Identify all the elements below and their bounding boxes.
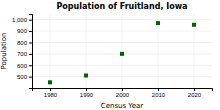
tick-label: 500 — [17, 74, 28, 80]
tick: 900 — [17, 28, 32, 34]
tick-mark — [29, 31, 32, 32]
x-axis: 1980 1990 2000 2010 2020 — [33, 88, 213, 98]
tick-label: 600 — [17, 63, 28, 69]
tick-mark — [29, 77, 32, 78]
tick: 2010 — [152, 88, 166, 98]
axis-line — [29, 15, 33, 89]
tick: 600 — [17, 63, 32, 69]
tick: 2000 — [116, 88, 130, 98]
tick-label: 800 — [17, 40, 28, 46]
tick: 500 — [17, 74, 32, 80]
tick-mark — [29, 42, 32, 43]
tick-label: 1980 — [44, 92, 58, 98]
plot: 1980 1990 2000 2010 2020 500 600 700 800 900 1,000 — [12, 14, 213, 98]
tick-label: 1990 — [80, 92, 94, 98]
y-axis-title: Population — [0, 33, 8, 70]
tick: 1980 — [44, 88, 58, 98]
y-axis: 500 600 700 800 900 1,000 — [12, 15, 33, 89]
tick-label: 2010 — [152, 92, 166, 98]
point — [48, 80, 52, 84]
tick-mark — [29, 65, 32, 66]
tick: 700 — [17, 51, 32, 57]
point — [120, 52, 124, 56]
tick: 800 — [17, 40, 32, 46]
axis-line — [33, 89, 213, 92]
grid-line — [122, 14, 123, 88]
tick-mark — [158, 88, 159, 91]
tick: 2020 — [188, 88, 202, 98]
tick-mark — [122, 88, 123, 91]
grid-line — [50, 14, 51, 88]
tick: 1990 — [80, 88, 94, 98]
point — [84, 73, 88, 77]
tick-mark — [29, 54, 32, 55]
x-axis-title: Census Year — [101, 102, 144, 110]
tick-mark — [50, 88, 51, 91]
point — [156, 21, 160, 25]
tick-label: 700 — [17, 51, 28, 57]
marks — [48, 21, 196, 84]
tick-label: 900 — [17, 28, 28, 34]
tick-mark — [194, 88, 195, 91]
grid — [32, 14, 212, 88]
title: Population of Fruitland, Iowa — [56, 2, 187, 11]
tick: 1,000 — [12, 17, 32, 23]
tick-mark — [86, 88, 87, 91]
point — [192, 23, 196, 27]
tick-label: 2020 — [188, 92, 202, 98]
tick-label: 1,000 — [12, 17, 28, 23]
tick-label: 2000 — [116, 92, 130, 98]
chart: 1980 1990 2000 2010 2020 500 600 700 800 900 1,000… — [0, 0, 220, 110]
tick-mark — [29, 20, 32, 21]
